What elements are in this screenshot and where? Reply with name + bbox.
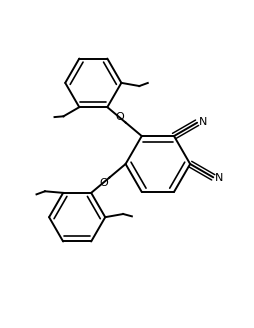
Text: O: O — [116, 112, 124, 122]
Text: O: O — [99, 178, 108, 188]
Text: N: N — [215, 173, 223, 183]
Text: N: N — [199, 117, 207, 127]
